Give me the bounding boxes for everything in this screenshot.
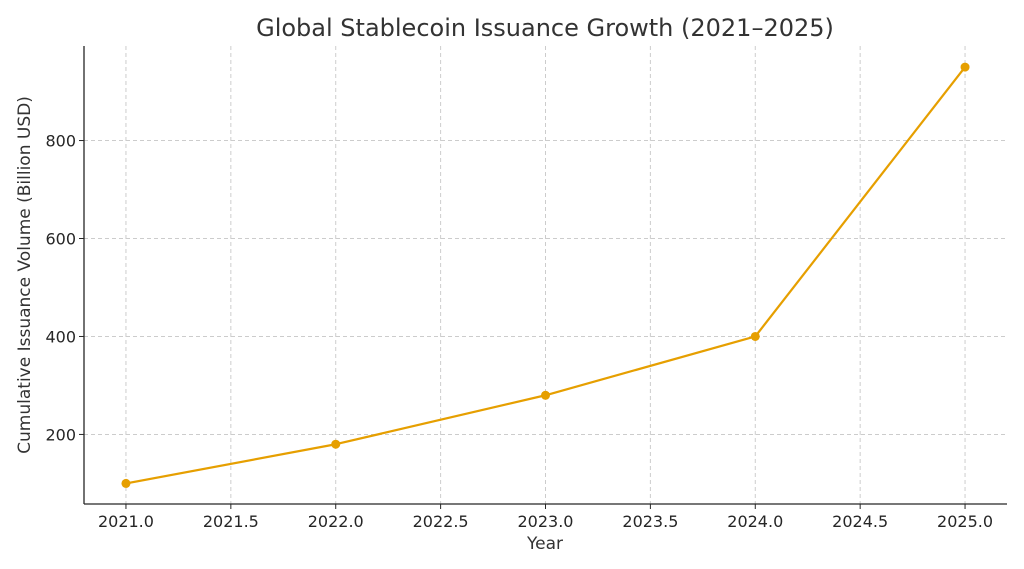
y-tick-label: 600 [45,230,76,249]
x-tick-label: 2023.0 [518,512,574,531]
y-tick-label: 200 [45,425,76,444]
x-tick-label: 2022.5 [413,512,469,531]
x-tick-label: 2025.0 [937,512,993,531]
x-tick-label: 2024.0 [727,512,783,531]
x-tick-label: 2023.5 [622,512,678,531]
series-layer [121,62,970,488]
x-tick-label: 2022.0 [308,512,364,531]
y-tick-label: 800 [45,132,76,151]
data-point [750,331,760,341]
x-tick-label: 2024.5 [832,512,888,531]
data-point [541,390,550,400]
data-point [960,62,970,72]
ticks-layer: 2021.0 2021.5 2022.0 2022.5 2023.0 2023.5 2024… [45,132,993,531]
y-tick-label: 400 [45,327,76,346]
grid-layer [84,46,1007,504]
x-tick-label: 2021.0 [98,512,154,531]
y-axis-label: Cumulative Issuance Volume (Billion USD) [15,96,35,454]
chart-title: Global Stablecoin Issuance Growth (2021–… [256,14,834,42]
data-point [331,439,341,449]
data-point [121,478,131,488]
axes-layer [83,46,1007,505]
x-axis-label: Year [526,534,563,554]
x-tick-label: 2021.5 [203,512,259,531]
